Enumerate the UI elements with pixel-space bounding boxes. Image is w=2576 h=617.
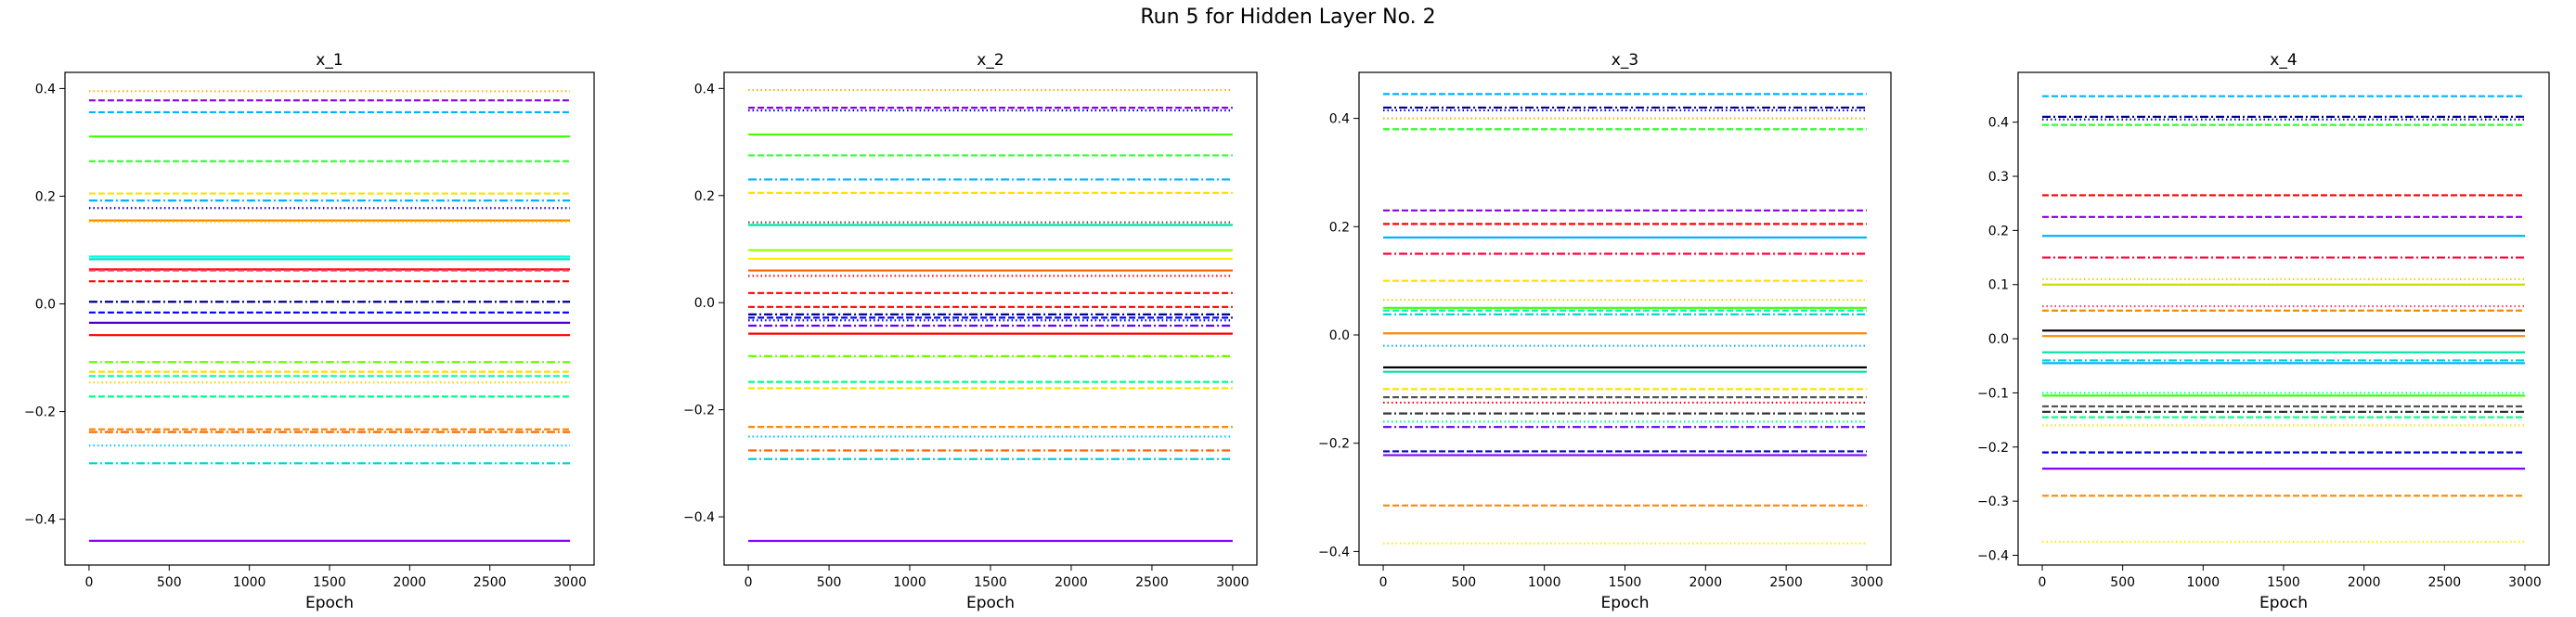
x-tick-label: 500 xyxy=(157,575,182,590)
x-tick-label: 3000 xyxy=(1850,575,1883,590)
y-tick-label: −0.2 xyxy=(683,404,715,418)
y-tick-label: 0.1 xyxy=(1988,278,2009,293)
axes-frame xyxy=(723,71,1258,566)
y-tick-label: 0.0 xyxy=(694,296,715,311)
y-tick-label: −0.3 xyxy=(1977,495,2009,509)
x-tick-label: 1000 xyxy=(1528,575,1561,590)
y-tick-label: 0.4 xyxy=(1988,116,2009,131)
x-tick-label: 2500 xyxy=(1135,575,1169,590)
x-tick-label: 2000 xyxy=(1689,575,1722,590)
subplot-title: x_4 xyxy=(2270,51,2297,70)
subplot-x3: 0 500 1000 1500 2000 2500 3000 −0.4 −0.2 0.0 0.2 0.… xyxy=(1318,51,1892,612)
y-tick-label: 0.4 xyxy=(694,82,715,96)
axes-frame xyxy=(2017,71,2550,566)
x-tick-label: 1000 xyxy=(893,575,926,590)
y-tick-label: 0.0 xyxy=(1988,332,2009,347)
subplot-title: x_1 xyxy=(316,51,343,70)
y-tick-label: −0.4 xyxy=(683,510,715,525)
x-axis-label: Epoch xyxy=(2259,594,2308,612)
x-axis-label: Epoch xyxy=(966,594,1015,612)
x-tick-label: 3000 xyxy=(553,575,587,590)
x-tick-label: 0 xyxy=(1379,575,1388,590)
x-axis-label: Epoch xyxy=(305,594,354,612)
x-axis-label: Epoch xyxy=(1600,594,1649,612)
x-tick-label: 2000 xyxy=(394,575,427,590)
x-tick-label: 1500 xyxy=(1609,575,1642,590)
x-tick-label: 0 xyxy=(2039,575,2047,590)
x-tick-label: 3000 xyxy=(2508,575,2542,590)
x-tick-label: 2500 xyxy=(2428,575,2462,590)
x-tick-label: 500 xyxy=(1451,575,1476,590)
y-tick-label: 0.2 xyxy=(1329,220,1350,235)
y-tick-label: 0.3 xyxy=(1988,170,2009,185)
figure-title: Run 5 for Hidden Layer No. 2 xyxy=(1140,6,1436,29)
subplot-title: x_2 xyxy=(977,51,1003,70)
subplot-x1: 0 500 1000 1500 2000 2500 3000 −0.4 −0.2 0.0 0.2 0.… xyxy=(24,51,595,612)
subplot-title: x_3 xyxy=(1612,51,1638,70)
y-tick-label: 0.2 xyxy=(1988,224,2009,238)
x-tick-label: 1500 xyxy=(974,575,1007,590)
y-tick-label: −0.4 xyxy=(1977,548,2009,563)
y-tick-label: −0.2 xyxy=(1977,441,2009,456)
y-tick-label: 0.4 xyxy=(1329,112,1350,127)
y-tick-label: 0.4 xyxy=(35,82,56,96)
x-tick-label: 2000 xyxy=(2348,575,2381,590)
x-tick-label: 1500 xyxy=(313,575,346,590)
x-tick-label: 3000 xyxy=(1216,575,1249,590)
axes-frame xyxy=(64,71,595,566)
y-tick-label: −0.4 xyxy=(24,513,56,528)
y-tick-label: 0.0 xyxy=(1329,328,1350,343)
axes-frame xyxy=(1358,71,1892,566)
x-tick-label: 500 xyxy=(817,575,842,590)
x-tick-label: 1500 xyxy=(2267,575,2300,590)
x-tick-label: 2500 xyxy=(1769,575,1803,590)
y-tick-label: −0.1 xyxy=(1977,386,2009,401)
x-tick-label: 1000 xyxy=(233,575,266,590)
y-tick-label: 0.2 xyxy=(35,189,56,204)
x-tick-label: 1000 xyxy=(2187,575,2220,590)
y-tick-label: 0.0 xyxy=(35,298,56,313)
y-tick-label: −0.2 xyxy=(1318,437,1350,452)
x-tick-label: 0 xyxy=(84,575,93,590)
y-tick-label: −0.4 xyxy=(1318,545,1350,559)
y-tick-label: 0.2 xyxy=(694,189,715,204)
y-tick-label: −0.2 xyxy=(24,405,56,420)
x-tick-label: 2500 xyxy=(473,575,507,590)
subplot-x4: 0 500 1000 1500 2000 2500 3000 −0.4 −0.3 −0.2 −0.1… xyxy=(1977,51,2550,612)
subplot-x2: 0 500 1000 1500 2000 2500 3000 −0.4 −0.2 0.0 0.2 0.… xyxy=(683,51,1258,612)
x-tick-label: 0 xyxy=(744,575,753,590)
x-tick-label: 500 xyxy=(2110,575,2135,590)
x-tick-label: 2000 xyxy=(1055,575,1088,590)
